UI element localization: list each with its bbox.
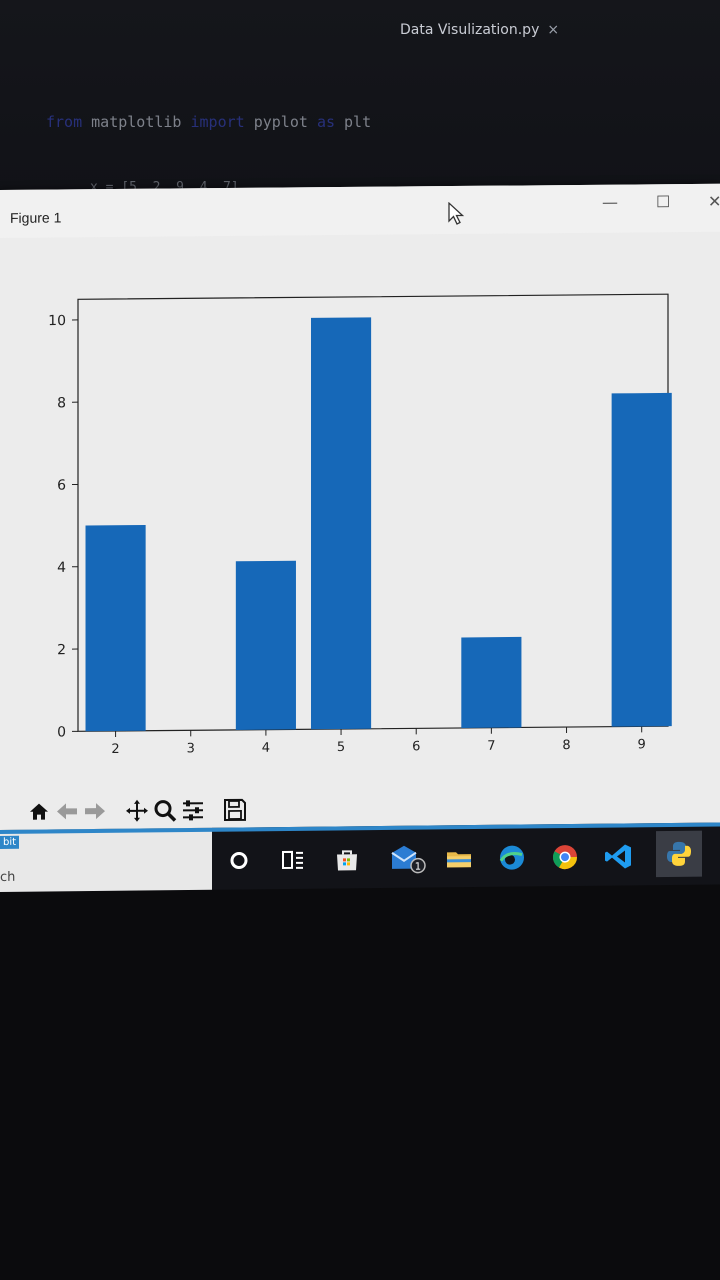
maximize-button[interactable]: ☐ [656, 192, 671, 212]
vscode-icon[interactable] [604, 841, 634, 871]
edge-icon[interactable] [497, 842, 527, 872]
figure-title: Figure 1 [10, 209, 62, 226]
chrome-icon[interactable] [550, 842, 580, 872]
x-tick-label: 4 [262, 741, 270, 756]
x-tick-label: 6 [412, 739, 420, 754]
store-icon[interactable] [332, 844, 362, 874]
zoom-button[interactable] [152, 796, 178, 824]
x-tick-label: 7 [487, 739, 495, 754]
axes-frame [77, 293, 669, 732]
configure-subplots-button[interactable] [180, 796, 206, 824]
code-module: matplotlib [82, 113, 191, 131]
save-icon [224, 798, 246, 822]
bar-2 [85, 525, 146, 732]
x-tick-label: 2 [111, 742, 119, 757]
close-window-button[interactable]: ✕ [708, 191, 720, 211]
save-button[interactable] [222, 796, 248, 824]
configure-subplots-icon [183, 800, 203, 821]
home-icon [30, 803, 48, 820]
x-axis: 2 3 4 5 6 7 8 9 [111, 726, 646, 757]
y-tick-label: 2 [57, 642, 66, 658]
x-tick-label: 3 [187, 741, 195, 756]
bar-4 [235, 560, 296, 730]
file-explorer-icon[interactable] [444, 843, 474, 873]
forward-arrow-icon [85, 803, 105, 820]
bar-5 [310, 317, 372, 730]
zoom-icon [154, 800, 177, 822]
python-taskbar-button[interactable] [656, 830, 702, 878]
plot-area[interactable]: 0 2 4 6 8 10 2 3 4 5 6 7 8 9 [0, 232, 720, 798]
editor-area: Data Visulization.py × from matplotlib i… [0, 0, 720, 200]
cortana-icon[interactable] [224, 845, 254, 875]
x-tick-label: 5 [337, 740, 345, 755]
editor-tab[interactable]: Data Visulization.py × [400, 22, 559, 38]
code-keyword-import: import [190, 113, 245, 131]
taskbar-search-area[interactable]: bit ch [0, 827, 212, 892]
taskbar: bit ch 1 [0, 822, 720, 892]
bar-7 [461, 636, 522, 728]
y-tick-label: 4 [57, 560, 66, 576]
back-arrow-icon [57, 803, 77, 820]
python-icon [667, 841, 691, 866]
x-tick-label: 8 [562, 738, 570, 753]
back-button[interactable] [54, 797, 80, 825]
mouse-cursor-icon [448, 201, 465, 225]
code-keyword-from: from [46, 113, 83, 131]
search-label[interactable]: ch [0, 869, 16, 885]
forward-button[interactable] [82, 797, 108, 825]
mail-badge-count: 1 [415, 862, 421, 873]
start-label: bit [0, 835, 20, 849]
y-axis: 0 2 4 6 8 10 [48, 313, 78, 741]
mail-icon[interactable]: 1 [390, 843, 430, 874]
code-keyword-as: as [316, 113, 335, 131]
editor-tab-title[interactable]: Data Visulization.py [400, 22, 540, 38]
home-button[interactable] [26, 798, 52, 826]
tab-close-icon[interactable]: × [547, 22, 560, 38]
figure-window: Figure 1 — ☐ ✕ 0 2 4 6 8 10 2 3 4 5 6 7 8 9 [0, 183, 720, 840]
x-tick-label: 9 [638, 737, 646, 752]
code-name: pyplot [244, 113, 317, 131]
y-tick-label: 0 [57, 724, 66, 740]
y-tick-label: 10 [48, 313, 66, 329]
task-view-icon[interactable] [278, 845, 308, 875]
bar-series [85, 317, 672, 732]
y-tick-label: 8 [57, 395, 66, 411]
code-alias: plt [335, 113, 372, 131]
bar-9 [611, 392, 672, 727]
pan-icon [126, 799, 148, 822]
y-tick-label: 6 [57, 478, 66, 494]
minimize-button[interactable]: — [602, 192, 618, 212]
figure-titlebar[interactable]: Figure 1 — ☐ ✕ [0, 183, 720, 238]
pan-button[interactable] [124, 797, 150, 825]
code-line-import[interactable]: from matplotlib import pyplot as plt [46, 113, 371, 131]
plot-toolbar [26, 794, 248, 828]
